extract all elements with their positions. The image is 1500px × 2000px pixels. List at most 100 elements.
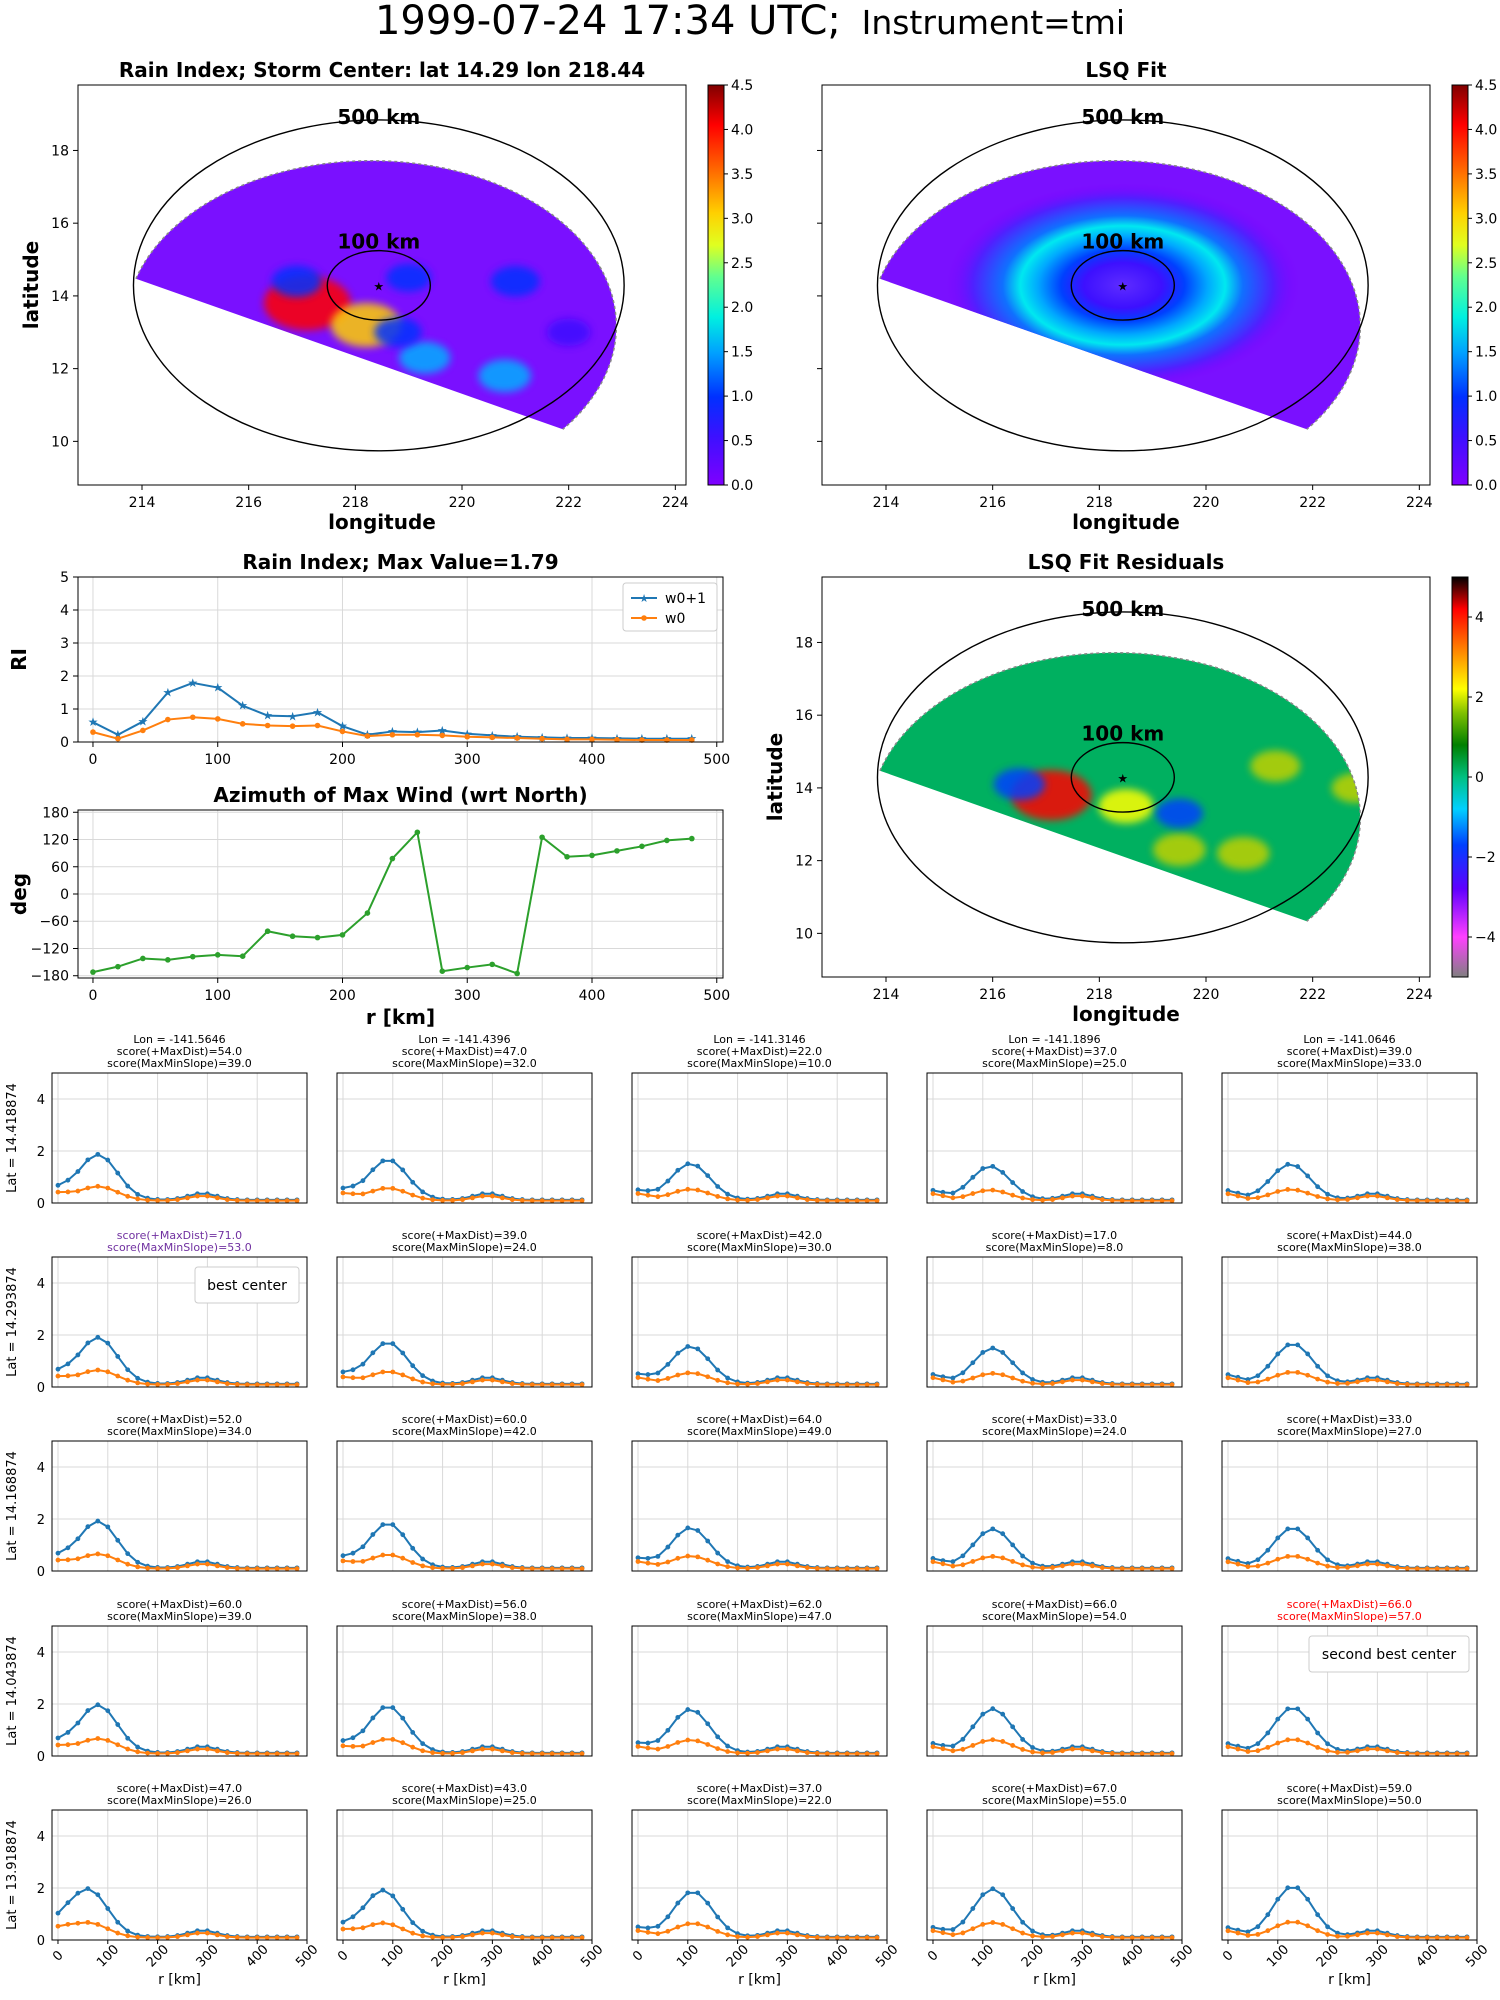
lsq-map-colorbar (1451, 84, 1469, 486)
cell-point (1464, 1566, 1470, 1572)
cell-point (1000, 1350, 1006, 1355)
cell-point (960, 1184, 966, 1190)
cell-x-tick-label: 100 (379, 1942, 407, 1970)
residuals-map-label-500km: 500 km (1081, 597, 1164, 621)
cell-point (204, 1377, 210, 1383)
cell-point (665, 1362, 671, 1367)
cell-point (775, 1930, 780, 1936)
cell-point (1444, 1935, 1450, 1941)
cell-frame (51, 1440, 308, 1572)
cell-series-line (637, 1345, 878, 1385)
cell-point (685, 1707, 691, 1712)
colorbar-tick-label: 0.0 (731, 478, 753, 494)
cell-point (1464, 1935, 1470, 1941)
cell-point (1255, 1563, 1261, 1569)
cell-point (1355, 1195, 1360, 1201)
cell-point (1275, 1189, 1281, 1194)
cell-point (814, 1935, 820, 1940)
cell-point (970, 1542, 976, 1548)
cell-point (675, 1532, 681, 1538)
cell-point (420, 1933, 426, 1939)
cell-point (499, 1748, 505, 1754)
cell-point (970, 1724, 976, 1730)
cell-point (705, 1538, 711, 1544)
cell-point (1000, 1892, 1006, 1898)
map-panels: 500 km 100 km ★ Rain Index; Storm Center: l… (19, 58, 1497, 1026)
cell-point (794, 1748, 800, 1754)
cell-point (340, 1553, 346, 1559)
cell-point (745, 1197, 750, 1203)
cell-point (85, 1340, 91, 1346)
cell-point (125, 1561, 131, 1567)
colorbar-tick-label: 2.0 (1475, 300, 1497, 316)
cell-point (765, 1379, 770, 1385)
cell-point (1335, 1565, 1340, 1570)
azimuth-profile-point (639, 843, 645, 850)
cell-point (755, 1197, 760, 1203)
azimuth-profile-point (364, 910, 371, 916)
cell-point (1325, 1191, 1330, 1197)
cell-x-tick-label: 400 (243, 1942, 271, 1970)
cell-point (705, 1924, 711, 1930)
cell-point (1050, 1197, 1055, 1202)
cell-score-maxdist: score(+MaxDist)=54.0 (117, 1045, 242, 1058)
cell-point (665, 1192, 671, 1198)
cell-point (185, 1379, 190, 1385)
cell-score-maxminslope: score(MaxMinSlope)=53.0 (107, 1241, 252, 1254)
cell-point (175, 1381, 180, 1387)
cell-point (715, 1184, 721, 1189)
cell-score-maxminslope: score(MaxMinSlope)=32.0 (392, 1057, 537, 1070)
cell-point (340, 1185, 346, 1191)
cell-y-tick-label: 2 (37, 1513, 45, 1528)
cell-score-maxdist: score(+MaxDist)=37.0 (697, 1782, 822, 1795)
cell-point (1355, 1748, 1360, 1754)
cell-point (264, 1935, 270, 1941)
y-tick-label: 16 (795, 708, 813, 724)
cell-point (725, 1932, 731, 1938)
cell-point (549, 1566, 555, 1572)
cell-point (1275, 1168, 1281, 1174)
cell-point (340, 1374, 346, 1380)
cell-point (1265, 1730, 1271, 1736)
cell-y-tick-label: 0 (37, 1934, 45, 1949)
cell-point (814, 1198, 820, 1203)
cell-point (675, 1555, 681, 1561)
cell-point (75, 1720, 81, 1726)
cell-point (1384, 1748, 1390, 1754)
y-tick-label: −180 (31, 969, 69, 985)
rain-index-profile-point: ★ (287, 709, 298, 723)
cell-point (244, 1382, 250, 1388)
cell-point (274, 1935, 280, 1941)
cell-point (400, 1906, 406, 1912)
cell-point (1305, 1896, 1311, 1902)
cell-point (980, 1711, 986, 1717)
cell-point (1225, 1928, 1231, 1934)
cell-point (390, 1552, 396, 1558)
cell-point (1040, 1381, 1045, 1387)
cell-point (360, 1361, 366, 1367)
cell-point (940, 1926, 946, 1932)
cell-point (264, 1198, 270, 1204)
cell-point (685, 1525, 691, 1531)
cell-point (824, 1566, 830, 1572)
cell-point (55, 1923, 61, 1929)
cell-point (1374, 1193, 1380, 1199)
cell-point (1365, 1746, 1370, 1752)
cell-point (450, 1750, 455, 1756)
azimuth-profile-point (214, 952, 221, 958)
cell-point (930, 1191, 936, 1197)
cell-point (400, 1372, 406, 1378)
cell-point (1079, 1561, 1085, 1567)
cell-point (1404, 1566, 1410, 1571)
cell-point (1325, 1741, 1330, 1747)
cell-point (75, 1890, 81, 1896)
cell-point (410, 1930, 416, 1936)
cell-lat-label: Lat = 13.918874 (5, 1820, 20, 1930)
cell-point (350, 1367, 356, 1373)
cell-point (1325, 1379, 1330, 1385)
x-tick-label: 214 (873, 495, 900, 511)
profile-panels: 0100200300400500012345★★★★★★★★★★★★★★★★★★… (7, 550, 730, 1029)
rain-index-profile-point: ★ (88, 715, 99, 729)
azimuth-profile-point (314, 934, 321, 941)
cell-point (1099, 1197, 1105, 1203)
